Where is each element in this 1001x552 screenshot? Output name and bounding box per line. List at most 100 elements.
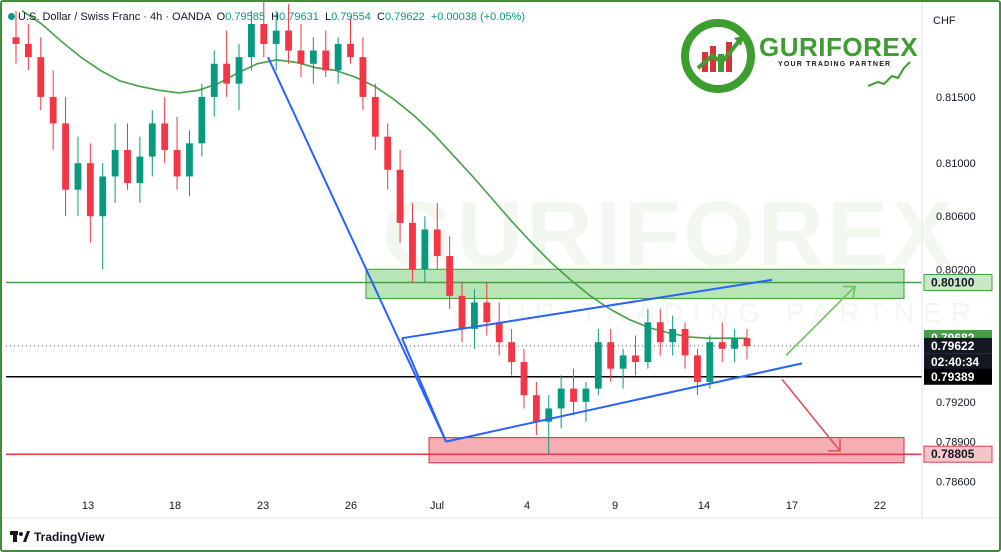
moving-average-line: [21, 10, 747, 340]
candle-body: [508, 342, 516, 363]
candle-body: [272, 30, 280, 44]
symbol-header[interactable]: U.S. Dollar / Swiss Franc · 4h · OANDA O…: [8, 11, 525, 23]
x-axis: 13 18 23 26 Jul 4 9 14 17 22: [82, 500, 886, 512]
candle-body: [260, 24, 268, 44]
candles-layer: [12, 2, 751, 455]
price-label-support: [923, 445, 993, 463]
candle-body: [396, 169, 404, 223]
brand-tagline: YOUR TRADING PARTNER: [778, 61, 892, 68]
candle-body: [371, 96, 379, 137]
candle-body: [359, 57, 367, 97]
candle-body: [111, 149, 119, 177]
candle-body: [446, 256, 454, 296]
candle-body: [173, 149, 181, 177]
candle-body: [532, 395, 540, 422]
candle-body: [619, 355, 627, 369]
candle-body: [24, 43, 32, 58]
trendline-wedge-upper: [401, 278, 773, 340]
candle-body: [198, 96, 206, 144]
trendlines-layer: [267, 56, 803, 443]
candle-body: [322, 50, 330, 71]
candle-body: [656, 322, 664, 343]
price-label-countdown: [924, 353, 992, 370]
candle-body: [644, 322, 652, 363]
y-tick-label: 0.80600: [936, 211, 976, 223]
symbol-name: U.S. Dollar / Swiss Franc · 4h · OANDA: [18, 11, 211, 23]
market-status-icon: [8, 13, 15, 20]
candle-body: [557, 388, 565, 409]
tradingview-logo-icon: [10, 531, 30, 542]
bullish-arrowhead: [843, 285, 856, 299]
candle-body: [247, 24, 255, 58]
candle-body: [669, 328, 677, 343]
currency-label[interactable]: CHF: [933, 15, 956, 27]
y-tick-label: 0.80200: [936, 264, 976, 276]
bullish-arrow: [785, 285, 856, 356]
guriforex-logo-icon: [681, 19, 911, 93]
trendline-wedge-lower: [445, 362, 803, 443]
close-label: C: [376, 11, 385, 23]
candle-body: [706, 342, 714, 382]
tradingview-footer[interactable]: TradingView: [10, 530, 104, 544]
candle-body: [148, 123, 156, 157]
candle-body: [471, 302, 478, 329]
candle-body: [384, 136, 392, 170]
candle-body: [347, 43, 354, 58]
x-tick-label: 18: [169, 500, 181, 512]
high-label: H: [271, 11, 280, 23]
candle-body: [458, 295, 466, 329]
candle-body: [495, 322, 503, 343]
candle-body: [210, 63, 218, 97]
change-value: +0.00038 (+0.05%): [430, 11, 526, 23]
candle-body: [694, 355, 701, 382]
candle-body: [334, 43, 342, 71]
candle-body: [545, 408, 553, 422]
moving-average-layer: [21, 10, 747, 340]
support-zone: [428, 437, 905, 464]
candle-body: [186, 143, 193, 177]
candle-body: [421, 229, 429, 270]
x-tick-label: 17: [786, 500, 798, 512]
price-label-support_line: [924, 368, 992, 385]
price-label-text-countdown: 02:40:34: [931, 355, 979, 369]
candle-body: [62, 123, 69, 190]
high-value: 0.79631: [279, 11, 319, 23]
y-tick-label: 0.78900: [936, 437, 976, 449]
candle-body: [743, 338, 751, 347]
candle-body: [632, 355, 639, 363]
candle-body: [433, 229, 441, 256]
candle-body: [74, 163, 82, 190]
candle-body: [124, 149, 131, 184]
y-tick-label: 0.81000: [936, 158, 976, 170]
candle-body: [223, 63, 231, 84]
x-tick-label: 9: [612, 500, 618, 512]
low-label: L: [324, 11, 332, 23]
price-label-text-support_line: 0.79389: [931, 370, 975, 384]
resistance-zone: [365, 268, 905, 299]
candle-body: [99, 176, 107, 217]
projection-arrows-layer: [781, 285, 856, 452]
y-axis: 0.81500 0.81000 0.80600 0.80200 0.79200 0.789…: [2, 2, 999, 519]
x-tick-label: 22: [874, 500, 886, 512]
candle-body: [483, 302, 491, 323]
candle-body: [594, 342, 602, 389]
tradingview-label: TradingView: [34, 530, 105, 544]
candle-body: [297, 50, 305, 64]
candle-body: [235, 57, 243, 84]
candle-body: [309, 50, 317, 64]
bearish-arrow: [781, 378, 841, 452]
x-tick-label: 14: [698, 500, 710, 512]
candle-body: [731, 338, 739, 349]
candle-body: [570, 388, 577, 402]
candle-body: [520, 362, 528, 396]
x-tick-label: 4: [524, 500, 530, 512]
candle-body: [285, 30, 292, 51]
candle-body: [681, 328, 689, 356]
candle-body: [718, 342, 726, 349]
price-label-text-resistance: 0.80100: [931, 276, 975, 290]
levels-layer: [6, 281, 922, 455]
candle-body: [49, 96, 57, 124]
price-label-text-support: 0.78805: [931, 447, 975, 461]
